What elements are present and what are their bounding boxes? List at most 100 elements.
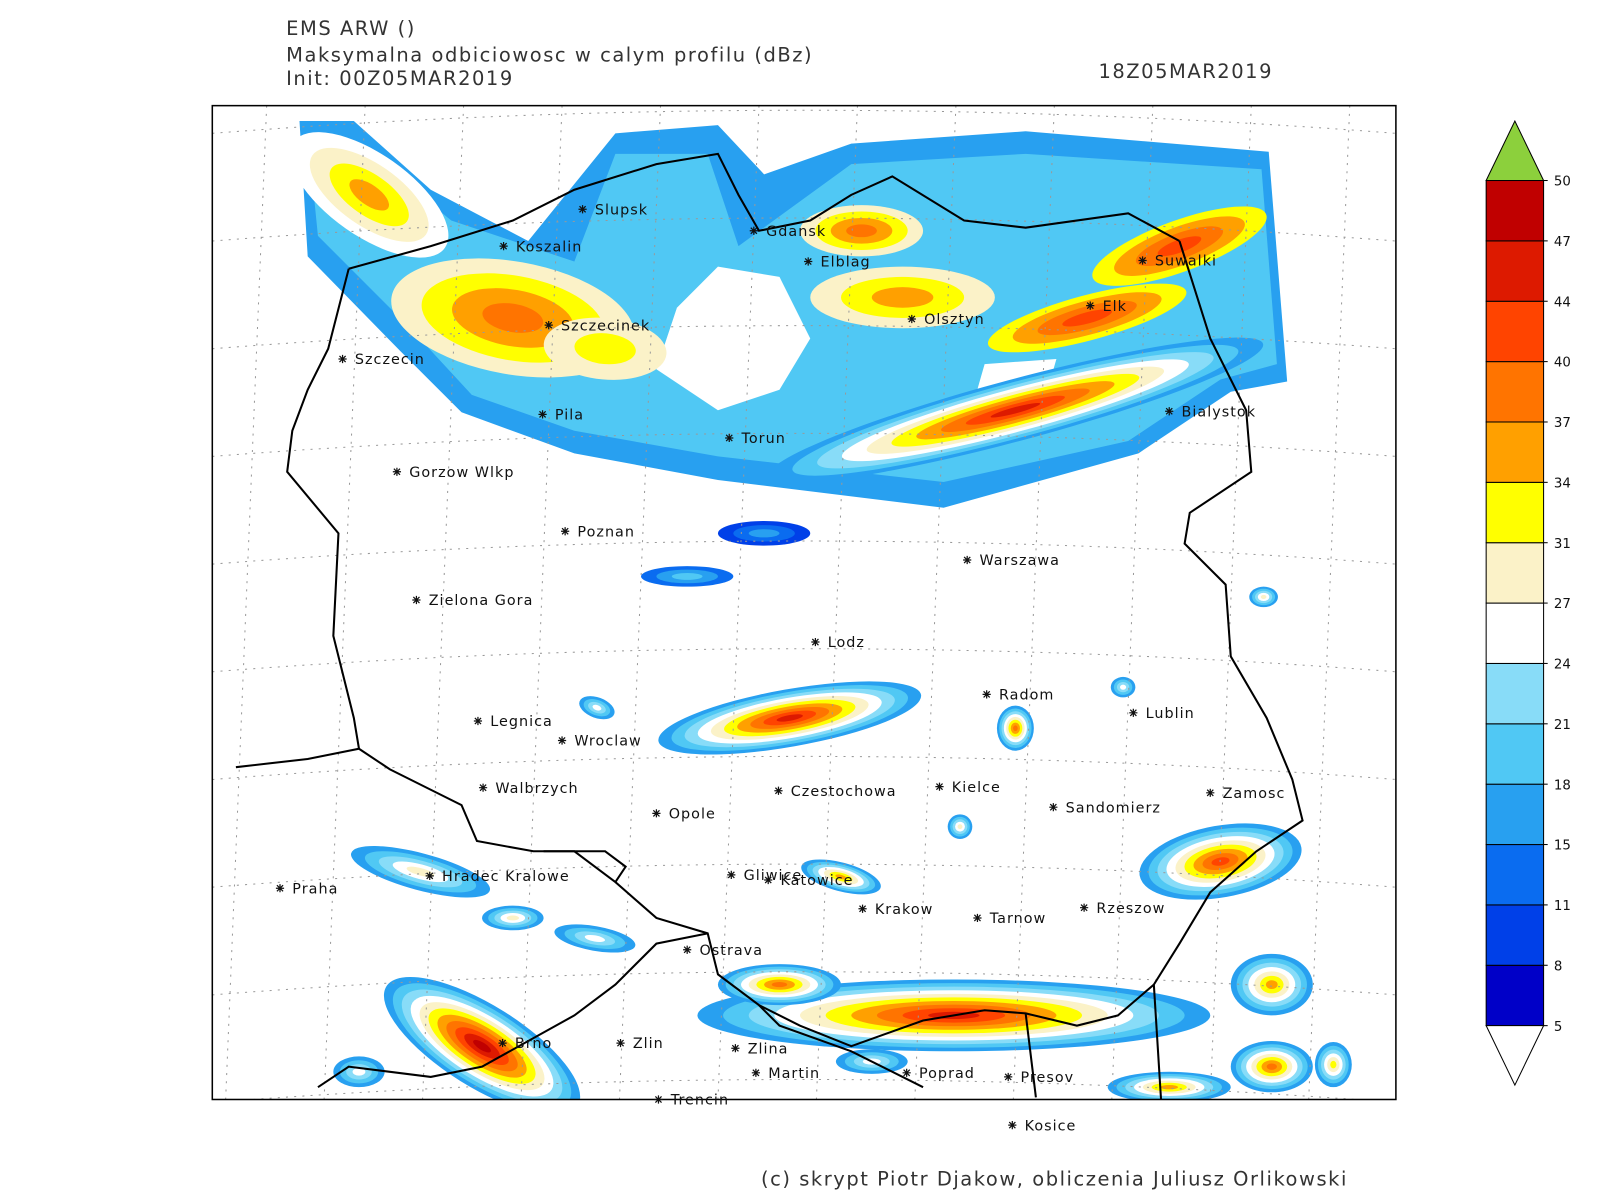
city-marker	[578, 205, 587, 214]
meridian	[520, 105, 563, 1100]
city-label: Pila	[555, 407, 584, 423]
city-marker	[498, 1038, 507, 1048]
city-label: Szczecinek	[561, 318, 650, 334]
parallel	[246, 1078, 1363, 1100]
city-label: Olsztyn	[924, 312, 985, 328]
color-segment	[1485, 783, 1545, 846]
parallel	[212, 432, 1396, 457]
echo-cell	[473, 1039, 491, 1053]
city-marker	[561, 527, 570, 536]
echo-cell	[1013, 725, 1018, 732]
city-label: Radom	[999, 687, 1054, 703]
city-label: Rzeszow	[1096, 901, 1165, 917]
city-label: Szczecin	[355, 352, 425, 368]
city-marker	[764, 875, 773, 885]
city-marker	[275, 884, 285, 893]
colorbar-label: 15	[1554, 839, 1571, 854]
city-label: Krakow	[875, 902, 934, 918]
city-label: Torun	[741, 431, 786, 447]
city-label: Tarnow	[989, 911, 1047, 927]
echo-cell	[574, 333, 636, 365]
city-label: Brno	[515, 1036, 552, 1052]
colorbar-label: 34	[1554, 476, 1571, 491]
city-marker	[804, 257, 813, 266]
echo-cell	[506, 915, 519, 921]
city-label: Zlin	[633, 1036, 664, 1052]
colorbar-label: 31	[1554, 537, 1571, 552]
city-label: Bialystok	[1182, 404, 1257, 420]
city-label: Sandomierz	[1066, 800, 1161, 816]
parallel	[212, 109, 1396, 134]
city-label: Slupsk	[595, 202, 648, 218]
echo-cell	[776, 714, 803, 722]
meridian	[618, 105, 662, 1100]
city-marker	[1004, 1072, 1013, 1082]
city-marker	[902, 1068, 911, 1077]
color-segment	[1485, 300, 1545, 363]
city-marker	[973, 913, 982, 923]
cz-sk-border	[317, 850, 1037, 1098]
color-segment	[1485, 240, 1545, 302]
echo-cell	[1266, 1063, 1277, 1070]
city-marker	[1008, 1121, 1017, 1130]
city-label: Gdansk	[766, 224, 826, 240]
over-triangle	[1485, 119, 1545, 182]
city-label: Gliwice	[744, 868, 803, 884]
meridian	[422, 105, 465, 1100]
under-triangle	[1485, 1025, 1545, 1087]
city-label: Koszalin	[516, 239, 583, 255]
city-marker	[963, 555, 972, 565]
colorbar: 5 8 11 15 18 21 24 27 31 34 37 40 44 47 50	[1485, 119, 1571, 1087]
city-label: Presov	[1021, 1070, 1075, 1086]
color-segment	[1485, 844, 1545, 906]
echo-cell	[584, 934, 605, 942]
colorbar-label: 18	[1554, 778, 1571, 793]
echo-cell	[957, 824, 963, 830]
parallel	[212, 971, 1396, 996]
color-segment	[1485, 602, 1545, 664]
city-label: Lodz	[828, 635, 865, 651]
west-border	[286, 268, 360, 749]
city-marker	[935, 782, 944, 791]
echo-cell	[771, 982, 788, 988]
colorbar-label: 27	[1554, 597, 1571, 612]
city-label: Praha	[292, 881, 338, 897]
color-segment	[1485, 964, 1545, 1027]
borders	[235, 152, 1304, 1100]
city-label: Kosice	[1025, 1118, 1077, 1134]
colorbar-label: 50	[1554, 175, 1571, 190]
city-marker	[652, 809, 661, 818]
colorbar-label: 40	[1554, 356, 1571, 371]
colorbar-label: 8	[1554, 959, 1562, 974]
city-label: Legnica	[490, 714, 553, 730]
city-marker	[727, 870, 736, 879]
city-label: Katowice	[781, 873, 854, 889]
parallel	[212, 648, 1396, 673]
echo-region	[656, 266, 811, 411]
city-marker	[982, 690, 991, 699]
city-marker	[392, 467, 402, 476]
echo-cell	[1062, 309, 1112, 327]
meridian	[1209, 105, 1252, 1100]
valid-time: 18Z05MAR2019	[1098, 60, 1273, 83]
city-marker	[616, 1038, 625, 1048]
city-label: Walbrzych	[495, 781, 578, 797]
city-label: Lublin	[1146, 706, 1195, 722]
city-marker	[478, 783, 488, 792]
city-label: Elk	[1103, 299, 1127, 315]
colorbar-label: 5	[1554, 1020, 1562, 1035]
city-marker	[774, 786, 783, 795]
echo-cell	[1157, 236, 1202, 257]
echo-cell	[846, 224, 877, 238]
parallel	[212, 325, 1396, 350]
model-name: EMS ARW ()	[286, 17, 416, 40]
echo-cell	[1330, 1060, 1337, 1069]
city-marker	[544, 321, 553, 330]
city-labels: Slupsk Gdansk Koszalin Elblag Suwalki Elk Szcz…	[275, 202, 1284, 1134]
city-label: Gorzow Wlkp	[409, 465, 514, 481]
color-segment	[1485, 662, 1545, 725]
credits: (c) skrypt Piotr Djakow, obliczenia Juli…	[761, 1168, 1348, 1191]
echo-cell	[1265, 980, 1278, 990]
colorbar-label: 11	[1554, 899, 1571, 914]
